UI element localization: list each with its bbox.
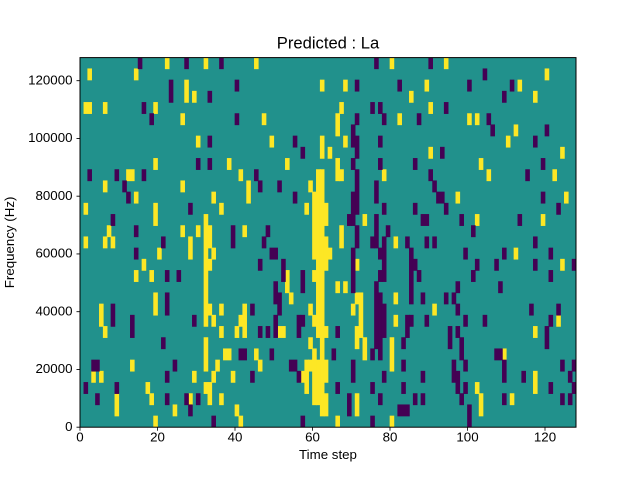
svg-text:0: 0 <box>65 419 72 434</box>
svg-text:80: 80 <box>383 430 398 445</box>
svg-text:40000: 40000 <box>36 303 73 318</box>
svg-text:Frequency (Hz): Frequency (Hz) <box>2 197 17 289</box>
svg-text:120000: 120000 <box>28 72 72 87</box>
svg-text:0: 0 <box>76 430 83 445</box>
svg-text:20000: 20000 <box>36 361 73 376</box>
svg-text:100000: 100000 <box>28 130 72 145</box>
svg-text:40: 40 <box>228 430 243 445</box>
svg-text:60: 60 <box>305 430 320 445</box>
svg-text:Time step: Time step <box>299 447 357 462</box>
svg-text:Predicted : La: Predicted : La <box>277 34 380 53</box>
svg-text:120: 120 <box>534 430 556 445</box>
svg-text:100: 100 <box>456 430 478 445</box>
svg-text:80000: 80000 <box>36 188 73 203</box>
svg-text:20: 20 <box>150 430 165 445</box>
svg-text:60000: 60000 <box>36 246 73 261</box>
